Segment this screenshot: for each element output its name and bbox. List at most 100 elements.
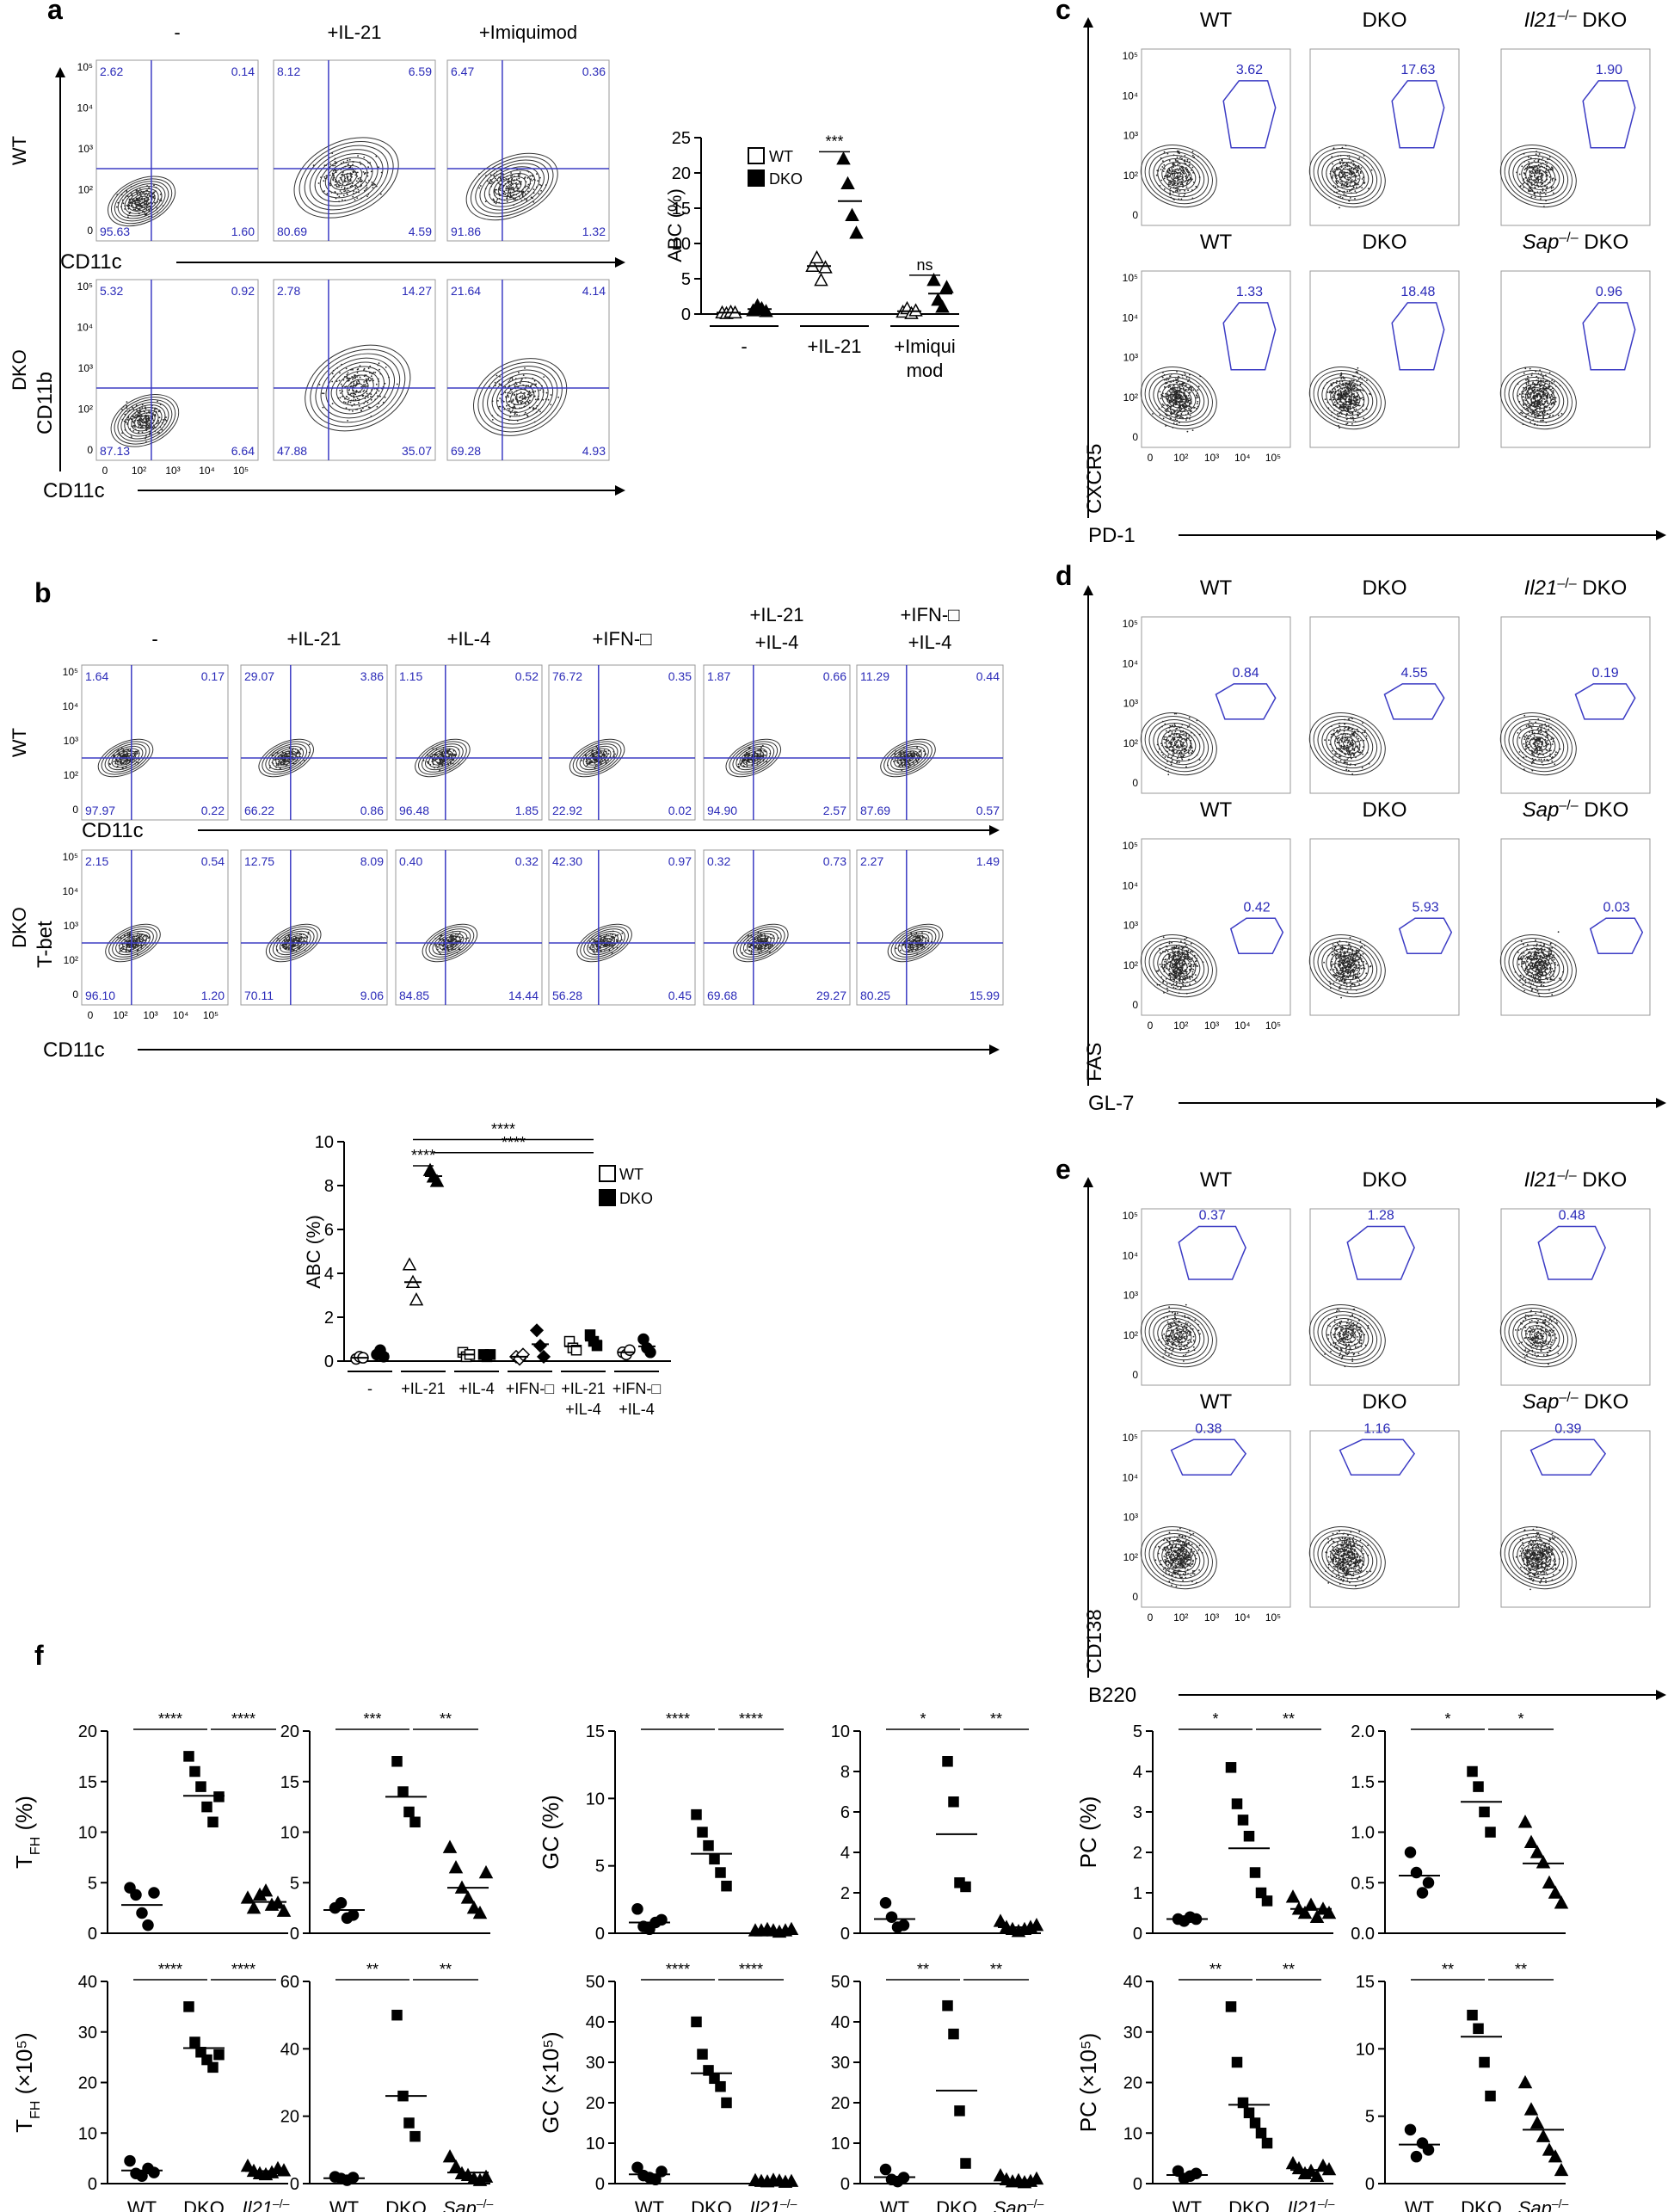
event-dot — [354, 398, 357, 401]
event-dot — [1167, 379, 1170, 381]
event-dot — [1333, 401, 1336, 404]
event-dot — [1552, 186, 1554, 188]
quadrant-value-ll: 69.28 — [451, 444, 481, 458]
event-dot — [531, 180, 533, 182]
event-dot — [329, 174, 331, 176]
event-dot — [741, 760, 743, 762]
event-dot — [1339, 382, 1341, 385]
event-dot — [308, 743, 311, 746]
event-dot — [437, 946, 439, 948]
event-dot — [131, 406, 133, 409]
quadrant-value-ul: 5.32 — [100, 284, 123, 298]
plot-frame — [446, 59, 610, 242]
event-dot — [1182, 183, 1184, 186]
event-dot — [440, 944, 443, 946]
event-dot — [1355, 186, 1357, 188]
quadrant-value-ul: 42.30 — [552, 854, 582, 868]
event-dot — [366, 385, 368, 387]
quadrant-value-ur: 0.92 — [231, 284, 255, 298]
event-dot — [326, 193, 329, 195]
quadrant-value-ll: 97.97 — [85, 804, 115, 817]
event-dot — [359, 376, 361, 379]
event-dot — [347, 178, 349, 181]
event-dot — [1523, 172, 1525, 174]
event-dot — [505, 178, 508, 180]
quadrant-value-lr: 0.02 — [668, 804, 692, 817]
event-dot — [132, 424, 135, 427]
event-dot — [1355, 408, 1357, 410]
contour-ring — [114, 181, 169, 222]
event-dot — [300, 939, 303, 941]
quadrant-value-ul: 2.15 — [85, 854, 108, 868]
event-dot — [347, 177, 348, 179]
quadrant-value-ul: 11.29 — [860, 669, 889, 683]
event-dot — [346, 377, 348, 379]
quadrant-value-ll: 66.22 — [244, 804, 274, 817]
quadrant-value-lr: 4.59 — [409, 225, 432, 238]
event-dot — [1186, 158, 1189, 161]
event-dot — [1345, 415, 1347, 417]
event-dot — [527, 183, 530, 186]
event-dot — [508, 191, 509, 194]
event-dot — [495, 202, 497, 205]
panel-b-col-label: - — [151, 628, 157, 650]
event-dot — [1539, 176, 1542, 178]
event-dot — [352, 410, 354, 412]
event-dot — [139, 420, 142, 422]
event-dot — [1530, 172, 1533, 175]
event-dot — [1177, 378, 1179, 380]
quadrant-value-ul: 2.27 — [860, 854, 883, 868]
contour-ring — [127, 407, 163, 434]
event-dot — [355, 180, 358, 182]
event-dot — [1531, 171, 1534, 173]
event-dot — [1196, 403, 1198, 404]
quadrant-value-ur: 0.14 — [231, 65, 255, 78]
event-dot — [1350, 161, 1352, 163]
event-dot — [370, 170, 372, 173]
event-dot — [1184, 400, 1186, 403]
event-dot — [750, 952, 753, 954]
event-dot — [154, 201, 156, 204]
event-dot — [491, 181, 493, 183]
event-dot — [356, 397, 359, 400]
event-dot — [358, 380, 360, 383]
event-dot — [530, 196, 532, 199]
event-dot — [602, 752, 605, 754]
event-dot — [149, 417, 151, 419]
event-dot — [1183, 172, 1185, 175]
event-dot — [136, 409, 138, 411]
event-dot — [1188, 173, 1191, 176]
event-dot — [354, 187, 357, 189]
event-dot — [1187, 395, 1190, 397]
event-dot — [367, 166, 369, 169]
event-dot — [340, 383, 342, 385]
event-dot — [1542, 189, 1544, 192]
quadrant-value-ur: 0.36 — [582, 65, 606, 78]
event-dot — [1188, 175, 1190, 177]
event-dot — [304, 940, 306, 943]
event-dot — [1533, 160, 1536, 162]
event-dot — [345, 407, 348, 409]
event-dot — [532, 188, 535, 191]
event-dot — [902, 943, 905, 946]
event-dot — [1356, 403, 1357, 405]
panel-c-col-label: Il21–/– DKO — [1524, 9, 1628, 33]
event-dot — [341, 192, 342, 194]
panel-b-row0-y-tick-3: 10² — [64, 769, 78, 781]
event-dot — [1197, 389, 1199, 391]
event-dot — [1350, 416, 1352, 419]
quadrant-value-ll: 84.85 — [399, 989, 429, 1002]
event-dot — [336, 194, 339, 196]
event-dot — [379, 395, 381, 397]
event-dot — [1344, 166, 1346, 169]
event-dot — [1167, 386, 1170, 389]
event-dot — [1334, 169, 1336, 170]
event-dot — [1197, 385, 1200, 388]
event-dot — [336, 186, 338, 188]
event-dot — [461, 936, 464, 939]
event-dot — [1164, 168, 1166, 170]
panel-a-col-label: - — [174, 22, 180, 43]
